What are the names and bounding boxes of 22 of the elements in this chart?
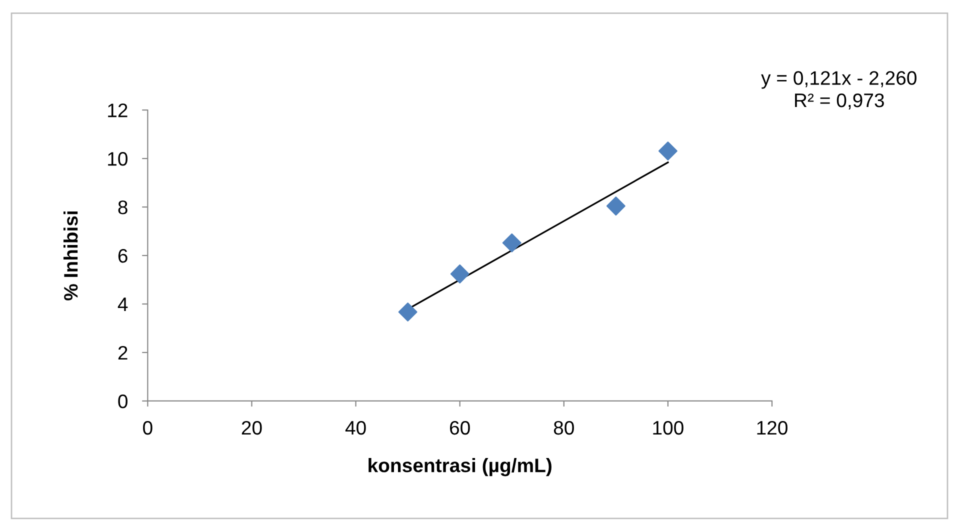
y-axis-title: % Inhibisi [63, 212, 78, 300]
x-tick-label: 80 [554, 420, 574, 435]
y-tick-label: 10 [108, 152, 128, 166]
x-axis-title: konsentrasi (µg/mL) [368, 458, 552, 476]
text: y = 0,121x - 2,260 R² = 0,973 [761, 71, 916, 110]
y-tick-label: 12 [108, 104, 128, 118]
y-tick-label: 6 [118, 248, 128, 263]
x-tick-label: 0 [143, 420, 152, 435]
point [606, 196, 626, 216]
y-tick-label: 8 [118, 200, 128, 214]
x-tick-label: 40 [345, 420, 366, 435]
point [450, 264, 470, 284]
x-tick-label: 60 [450, 420, 470, 435]
x-tick-label: 100 [653, 420, 684, 435]
x-tick-label: 20 [242, 420, 262, 435]
y-tick-label: 2 [118, 346, 128, 360]
point [398, 302, 418, 322]
y-tick-label: 0 [118, 394, 128, 408]
point [658, 142, 678, 160]
x-tick-label: 120 [757, 420, 788, 435]
y-tick-label: 4 [118, 298, 128, 312]
point [502, 233, 522, 252]
